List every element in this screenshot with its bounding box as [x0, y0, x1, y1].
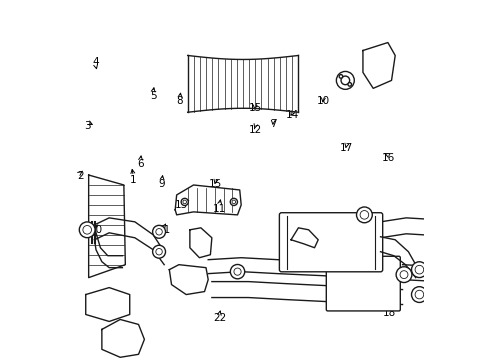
- Polygon shape: [169, 265, 208, 294]
- Circle shape: [152, 225, 165, 238]
- Circle shape: [347, 82, 351, 86]
- Polygon shape: [175, 185, 241, 215]
- Text: 5: 5: [149, 91, 156, 101]
- Text: 11: 11: [212, 204, 225, 214]
- Circle shape: [79, 222, 95, 238]
- Text: 15: 15: [209, 179, 222, 189]
- Circle shape: [356, 207, 371, 223]
- Text: 6: 6: [137, 159, 143, 169]
- Text: 19: 19: [341, 279, 354, 289]
- Text: 22: 22: [212, 313, 225, 323]
- Circle shape: [336, 71, 354, 89]
- Text: 1: 1: [130, 175, 136, 185]
- FancyBboxPatch shape: [279, 213, 382, 272]
- Polygon shape: [362, 42, 394, 88]
- Text: 21: 21: [157, 225, 170, 235]
- Polygon shape: [88, 175, 125, 278]
- Text: 20: 20: [89, 225, 102, 235]
- Circle shape: [340, 76, 349, 85]
- Text: 13: 13: [175, 200, 188, 210]
- Circle shape: [230, 198, 237, 206]
- Text: 7: 7: [269, 120, 276, 129]
- Circle shape: [395, 267, 411, 283]
- Text: 15: 15: [248, 103, 262, 113]
- Polygon shape: [189, 228, 211, 258]
- Text: 2: 2: [77, 171, 83, 181]
- Text: 17: 17: [339, 143, 353, 153]
- Polygon shape: [290, 228, 318, 248]
- Circle shape: [339, 75, 342, 78]
- Text: 9: 9: [159, 179, 165, 189]
- Circle shape: [230, 265, 244, 279]
- Text: 16: 16: [381, 153, 394, 163]
- Polygon shape: [85, 288, 129, 321]
- Circle shape: [411, 287, 427, 302]
- Text: 18: 18: [382, 308, 396, 318]
- Polygon shape: [429, 258, 473, 302]
- FancyBboxPatch shape: [325, 256, 400, 311]
- Text: 8: 8: [176, 96, 183, 106]
- Polygon shape: [102, 319, 144, 357]
- Circle shape: [411, 262, 427, 278]
- Text: 14: 14: [285, 111, 299, 121]
- Circle shape: [181, 198, 188, 206]
- Circle shape: [152, 245, 165, 258]
- Text: 4: 4: [92, 57, 99, 67]
- Text: 10: 10: [316, 96, 329, 106]
- Text: 3: 3: [84, 121, 91, 131]
- Text: 12: 12: [248, 125, 262, 135]
